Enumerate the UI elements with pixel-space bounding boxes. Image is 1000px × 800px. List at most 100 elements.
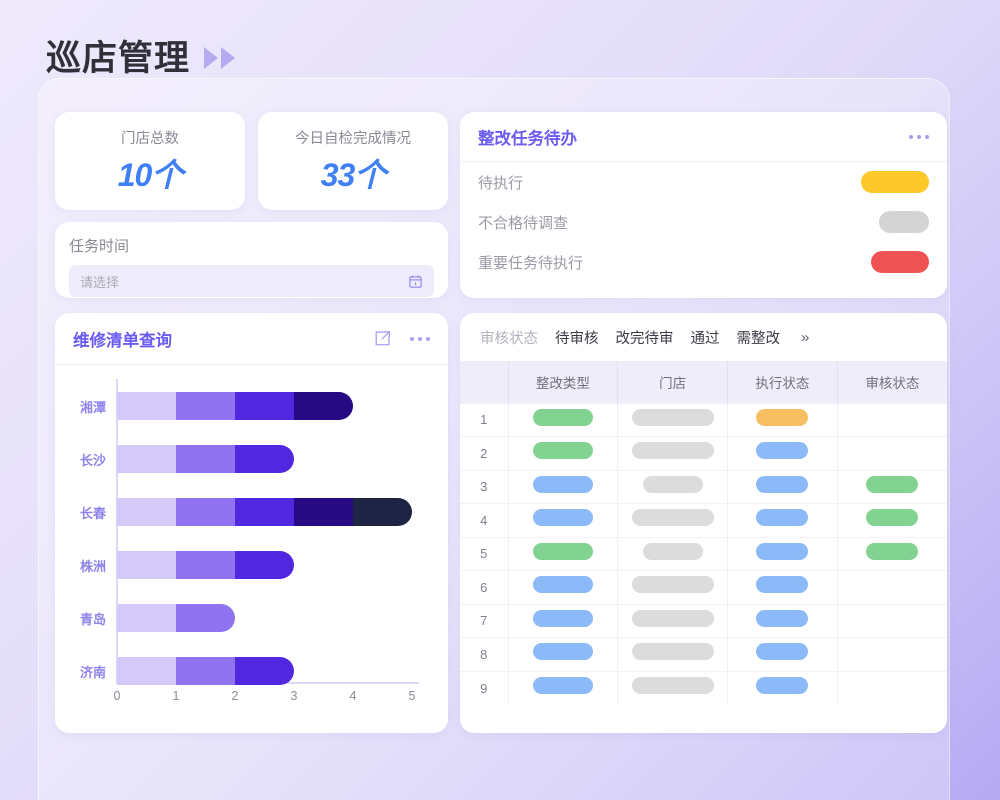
chart-bar-segment [117,604,176,632]
placeholder-pill [631,609,714,627]
placeholder-pill [642,475,703,493]
placeholder-pill [532,677,593,694]
cell-exec-status [727,637,838,671]
chart-bar-segment [235,657,294,685]
tab-fixed-pending-audit[interactable]: 改完待审 [615,330,674,347]
chart-stacked-bar [117,392,353,420]
chart-bar-row: 湘潭 [55,391,448,421]
todo-row-status-pill [879,211,929,233]
chart-bar-segment [117,445,176,473]
placeholder-pill [756,475,809,493]
table-row[interactable]: 2 [460,436,947,470]
placeholder-pill [631,643,714,661]
chart-stacked-bar [117,445,294,473]
placeholder-pill [631,509,714,527]
stat-card-store-total: 门店总数 10个 [55,112,245,210]
chart-bar-row: 长沙 [55,444,448,474]
stat-value: 33个 [320,156,387,193]
task-time-placeholder: 请选择 [80,274,120,290]
chart-bar-segment [176,604,235,632]
chart-bar-segment [117,657,176,685]
row-index: 1 [460,402,508,437]
chart-category-label: 长沙 [79,452,106,468]
placeholder-pill [631,576,714,594]
chart-bar-row: 长春 [55,497,448,527]
x-axis-tick: 4 [349,689,357,703]
tab-needs-rectification[interactable]: 需整改 [736,330,781,347]
cell-audit-status [836,503,947,537]
placeholder-pill [756,576,809,594]
placeholder-pill [756,509,809,527]
placeholder-pill [532,442,593,460]
cell-audit-status [836,402,947,437]
chart-stacked-bar [117,657,294,685]
ellipsis-icon[interactable] [909,134,929,139]
placeholder-pill [866,475,919,493]
todo-row-status-pill [861,171,929,193]
table-row[interactable]: 5 [460,536,947,571]
page-title: 巡店管理 [46,39,191,78]
ellipsis-icon[interactable] [410,336,430,341]
more-tabs-icon[interactable]: » [801,328,810,346]
todo-row[interactable]: 不合格待调查 [460,202,947,242]
x-axis-tick: 0 [113,689,121,703]
calendar-icon[interactable] [408,274,423,289]
table-row[interactable]: 3 [460,469,947,504]
cell-exec-status [727,436,838,470]
cell-store [617,637,728,671]
cell-rectification-type [507,402,618,437]
table-row[interactable]: 9 [460,670,947,705]
cell-store [617,436,728,470]
col-exec-status: 执行状态 [727,361,838,403]
table-row[interactable]: 4 [460,503,947,537]
chart-category-label: 株洲 [79,558,106,574]
cell-rectification-type [507,536,618,571]
placeholder-pill [642,542,703,560]
stat-label: 门店总数 [121,130,179,147]
todo-row[interactable]: 重要任务待执行 [460,242,947,282]
chart-bar-segment [176,392,235,420]
placeholder-pill [532,509,593,527]
cell-store [617,402,728,437]
row-index: 3 [460,469,508,504]
todo-card-title: 整改任务待办 [478,129,577,148]
cell-rectification-type [507,670,618,705]
tab-pending-audit[interactable]: 待审核 [555,330,599,347]
x-axis-tick: 2 [231,689,239,703]
table-row[interactable]: 1 [460,402,947,437]
chart-bar-segment [294,498,353,526]
chart-bar-segment [176,551,235,579]
placeholder-pill [756,609,809,627]
table-row[interactable]: 8 [460,637,947,671]
placeholder-pill [866,509,919,527]
todo-row-label: 重要任务待执行 [478,254,584,272]
row-index: 6 [460,570,508,604]
cell-audit-status [836,469,947,504]
tab-passed[interactable]: 通过 [690,330,720,347]
col-store: 门店 [617,361,728,403]
todo-row-label: 不合格待调查 [478,214,569,232]
cell-exec-status [727,402,838,437]
todo-card-header: 整改任务待办 [460,112,947,162]
chart-bar-segment [235,551,294,579]
placeholder-pill [756,408,809,426]
chart-bar-segment [353,498,412,526]
table-header-row: 整改类型 门店 执行状态 审核状态 [460,361,947,403]
repair-bar-chart: 湘潭 长沙 长春 株洲 青岛 济南 0 1 2 3 4 5 [55,365,448,725]
filter-label-audit-status[interactable]: 审核状态 [480,330,538,347]
todo-row[interactable]: 待执行 [460,162,947,202]
cell-exec-status [727,570,838,604]
table-row[interactable]: 6 [460,570,947,604]
cell-audit-status [836,570,947,604]
placeholder-pill [756,677,809,694]
task-time-input[interactable]: 请选择 [69,265,434,297]
share-export-icon[interactable] [373,329,392,348]
placeholder-pill [631,408,714,426]
row-index: 9 [460,670,508,705]
table-row[interactable]: 7 [460,603,947,638]
chart-category-label: 济南 [79,664,106,680]
stat-value: 10个 [117,156,184,193]
cell-exec-status [727,469,838,504]
placeholder-pill [532,643,593,661]
cell-audit-status [836,670,947,705]
